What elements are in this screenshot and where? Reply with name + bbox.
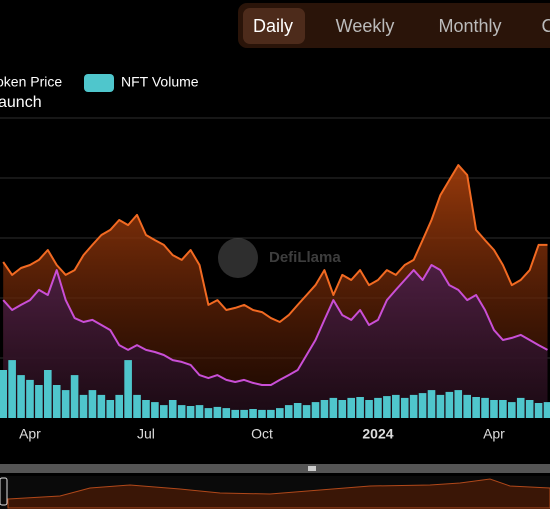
x-tick-label: Oct [251, 426, 273, 442]
bar [186, 406, 195, 418]
bar [508, 402, 516, 418]
tab[interactable]: Monthly [438, 16, 501, 36]
navigator-grip [308, 466, 316, 471]
bar [481, 397, 489, 418]
bar [472, 397, 480, 418]
x-tick-label: Jul [137, 426, 155, 442]
bar [124, 360, 132, 418]
bar [222, 408, 231, 418]
bar [400, 397, 409, 418]
x-tick-label: Apr [483, 426, 505, 442]
watermark-logo [218, 238, 258, 278]
bar [490, 400, 498, 418]
line [2, 264, 548, 386]
bar [26, 379, 34, 418]
bar [267, 409, 275, 418]
legend-swatch [84, 74, 114, 92]
bar [284, 405, 293, 418]
tab-active-bg [243, 8, 305, 44]
bar [231, 409, 239, 418]
area [3, 265, 548, 418]
bar [329, 397, 338, 418]
bar [347, 397, 355, 418]
bar [276, 408, 284, 418]
bar [445, 391, 454, 418]
bar [374, 397, 382, 418]
bar [35, 385, 43, 418]
bar [320, 400, 329, 418]
bar [392, 394, 400, 418]
line [2, 164, 548, 323]
bar [418, 393, 427, 418]
bar [427, 390, 436, 418]
watermark: DefiLlama [218, 238, 341, 278]
bar [97, 394, 106, 418]
bar [177, 405, 186, 418]
legend-label[interactable]: oken Price [0, 74, 62, 90]
bar [436, 394, 445, 418]
bar [454, 390, 463, 418]
tab[interactable]: Weekly [336, 16, 395, 36]
bar [534, 403, 543, 418]
bar [356, 397, 364, 418]
bar [8, 360, 16, 418]
bar [168, 400, 177, 418]
navigator-scrollbar[interactable] [0, 464, 550, 473]
bar [88, 390, 97, 418]
bar [204, 408, 213, 418]
bar [195, 405, 204, 418]
watermark-text: DefiLlama [269, 249, 341, 266]
bar [543, 402, 550, 418]
bar [160, 405, 168, 418]
bar [516, 397, 525, 418]
bar [499, 400, 507, 418]
bar [133, 394, 141, 418]
bar [61, 390, 70, 418]
bar [302, 405, 311, 418]
bar [44, 370, 52, 418]
bar [79, 394, 88, 418]
bar [365, 400, 373, 418]
annotation: aunch [0, 94, 42, 111]
tab-bar-bg [238, 3, 550, 48]
plot: Apr Jul Oct 2024 Apr [0, 117, 550, 442]
navigator-series [7, 478, 550, 509]
x-tick-label: Apr [19, 426, 41, 442]
tab-bar: Daily Weekly Monthly C [238, 3, 550, 48]
bar [249, 409, 257, 418]
bar [151, 402, 159, 418]
bar [525, 400, 534, 418]
navigator [0, 464, 550, 509]
x-tick-label: 2024 [362, 426, 393, 442]
navigator-handle[interactable] [0, 477, 8, 506]
bar [70, 375, 79, 418]
bar [106, 400, 115, 418]
tab[interactable]: C [542, 16, 550, 36]
bar [293, 403, 302, 418]
bar [463, 394, 471, 418]
bar [52, 385, 61, 418]
bar [383, 396, 391, 418]
bar [213, 406, 222, 418]
bar [17, 375, 25, 418]
bar [115, 394, 123, 418]
bar [338, 400, 347, 418]
bar [258, 409, 266, 418]
bar [142, 400, 150, 418]
legend-label[interactable]: NFT Volume [121, 74, 199, 90]
bar [240, 409, 248, 418]
tab[interactable]: Daily [253, 16, 293, 36]
bar [409, 394, 418, 418]
bar [311, 402, 320, 418]
bar [0, 370, 7, 418]
